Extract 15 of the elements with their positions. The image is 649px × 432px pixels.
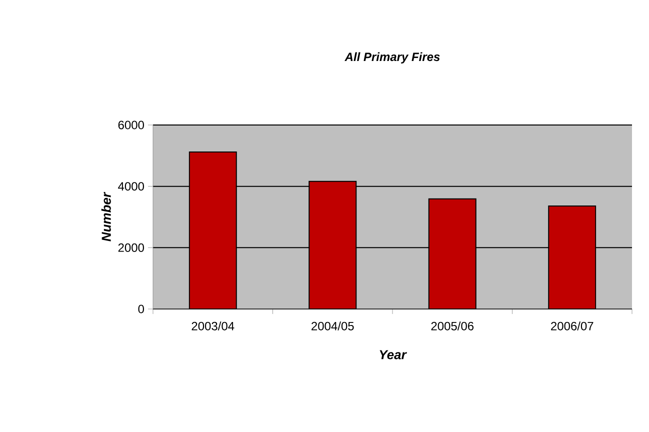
y-tick-label: 6000 [118, 120, 144, 130]
x-tick-label: 2005/06 [431, 322, 474, 330]
x-tick-label: 2004/05 [312, 322, 354, 330]
chart-title: All Primary Fires [344, 52, 440, 64]
bar [188, 151, 237, 309]
y-axis-title: Number [101, 192, 111, 242]
x-tick-label: 2006/07 [551, 322, 594, 330]
y-tick-label: 2000 [118, 243, 144, 252]
bar [548, 205, 596, 309]
y-tick-label: 4000 [118, 182, 144, 191]
bar [428, 198, 476, 309]
x-tick-label: 2003/04 [192, 322, 234, 330]
x-axis-title: Year [380, 350, 407, 360]
bar [308, 180, 357, 309]
y-tick-label: 0 [138, 304, 144, 314]
